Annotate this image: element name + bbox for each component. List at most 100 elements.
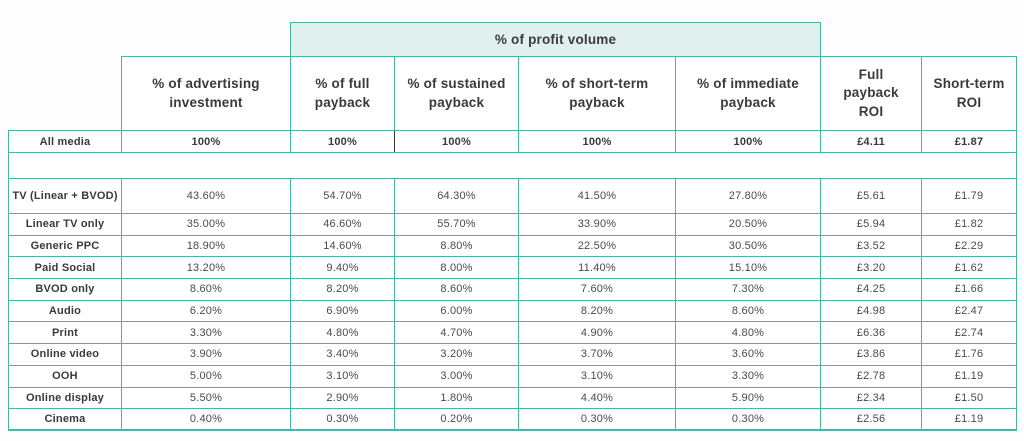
column-header-advertising-investment: % of advertising investment	[121, 56, 291, 131]
cell-short-term-payback: 0.30%	[518, 408, 676, 432]
cell-full-payback-roi: £4.25	[820, 278, 923, 301]
cell-full-payback-roi: £3.52	[820, 234, 923, 258]
cell-sustained-payback: 8.80%	[394, 234, 519, 258]
summary-value-full-payback: 100%	[290, 130, 395, 153]
cell-short-term-roi: £1.76	[921, 343, 1018, 366]
cell-sustained-payback: 55.70%	[394, 213, 519, 236]
column-header-short-term-payback: % of short-term payback	[518, 56, 676, 131]
row-label: Generic PPC	[8, 234, 122, 258]
cell-advertising-investment: 13.20%	[121, 256, 291, 280]
row-label-column-header	[9, 57, 122, 131]
cell-full-payback: 4.80%	[290, 321, 395, 345]
summary-value-immediate-payback: 100%	[674, 130, 822, 153]
media-payback-table: % of profit volume % of advertising inve…	[7, 22, 1018, 432]
cell-sustained-payback: 3.20%	[394, 343, 519, 366]
cell-sustained-payback: 8.60%	[394, 278, 519, 301]
table-row: Linear TV only 35.00% 46.60% 55.70% 33.9…	[8, 213, 1018, 236]
cell-short-term-roi: £2.47	[921, 299, 1018, 323]
cell-short-term-payback: 7.60%	[518, 278, 676, 301]
column-header-immediate-payback: % of immediate payback	[674, 56, 822, 131]
cell-short-term-payback: 22.50%	[518, 234, 676, 258]
cell-full-payback: 3.10%	[290, 364, 395, 388]
cell-immediate-payback: 0.30%	[674, 408, 822, 432]
cell-short-term-roi: £2.74	[921, 321, 1018, 345]
cell-sustained-payback: 1.80%	[394, 386, 519, 410]
cell-advertising-investment: 18.90%	[121, 234, 291, 258]
cell-short-term-payback: 4.40%	[518, 386, 676, 410]
cell-short-term-roi: £1.19	[921, 408, 1018, 432]
cell-sustained-payback: 3.00%	[394, 364, 519, 388]
row-label: Print	[8, 321, 122, 345]
cell-sustained-payback: 4.70%	[394, 321, 519, 345]
cell-immediate-payback: 4.80%	[674, 321, 822, 345]
cell-sustained-payback: 0.20%	[394, 408, 519, 432]
cell-advertising-investment: 5.50%	[121, 386, 291, 410]
spacer-row	[7, 152, 1018, 179]
cell-full-payback: 6.90%	[290, 299, 395, 323]
cell-full-payback: 54.70%	[290, 178, 395, 214]
cell-sustained-payback: 64.30%	[394, 178, 519, 214]
column-header-short-term-roi: Short-term ROI	[921, 56, 1018, 131]
cell-full-payback: 8.20%	[290, 278, 395, 301]
cell-full-payback-roi: £2.56	[820, 408, 923, 432]
cell-immediate-payback: 3.60%	[674, 343, 822, 366]
group-header-right-gap	[821, 23, 1017, 57]
cell-short-term-roi: £2.29	[921, 234, 1018, 258]
summary-row-all-media: All media 100% 100% 100% 100% 100% £4.11…	[8, 130, 1018, 153]
summary-value-sustained-payback: 100%	[394, 130, 519, 153]
group-header-left-gap	[9, 23, 291, 57]
cell-full-payback: 46.60%	[290, 213, 395, 236]
cell-advertising-investment: 8.60%	[121, 278, 291, 301]
cell-full-payback-roi: £3.86	[820, 343, 923, 366]
spacer-cell	[7, 152, 1018, 179]
cell-immediate-payback: 27.80%	[674, 178, 822, 214]
cell-full-payback-roi: £2.34	[820, 386, 923, 410]
cell-short-term-payback: 3.10%	[518, 364, 676, 388]
summary-value-short-term-payback: 100%	[518, 130, 676, 153]
cell-short-term-payback: 33.90%	[518, 213, 676, 236]
cell-advertising-investment: 6.20%	[121, 299, 291, 323]
row-label: Online video	[8, 343, 122, 366]
table-row: OOH 5.00% 3.10% 3.00% 3.10% 3.30% £2.78 …	[8, 364, 1018, 388]
cell-full-payback-roi: £6.36	[820, 321, 923, 345]
cell-advertising-investment: 43.60%	[121, 178, 291, 214]
cell-immediate-payback: 15.10%	[674, 256, 822, 280]
cell-full-payback: 14.60%	[290, 234, 395, 258]
table-row: Online display 5.50% 2.90% 1.80% 4.40% 5…	[8, 386, 1018, 410]
table-row: Generic PPC 18.90% 14.60% 8.80% 22.50% 3…	[8, 234, 1018, 258]
row-label: Linear TV only	[8, 213, 122, 236]
cell-short-term-payback: 11.40%	[518, 256, 676, 280]
table-row: Cinema 0.40% 0.30% 0.20% 0.30% 0.30% £2.…	[8, 408, 1018, 432]
table-row: Print 3.30% 4.80% 4.70% 4.90% 4.80% £6.3…	[8, 321, 1018, 345]
cell-immediate-payback: 20.50%	[674, 213, 822, 236]
row-label: Audio	[8, 299, 122, 323]
cell-advertising-investment: 35.00%	[121, 213, 291, 236]
cell-full-payback-roi: £5.61	[820, 178, 923, 214]
column-header-full-payback-roi: Full payback ROI	[820, 56, 923, 131]
cell-full-payback: 9.40%	[290, 256, 395, 280]
cell-full-payback-roi: £4.98	[820, 299, 923, 323]
column-header-row: % of advertising investment % of full pa…	[9, 56, 1018, 131]
summary-value-full-payback-roi: £4.11	[820, 130, 923, 153]
cell-immediate-payback: 30.50%	[674, 234, 822, 258]
cell-advertising-investment: 0.40%	[121, 408, 291, 432]
table-row: Audio 6.20% 6.90% 6.00% 8.20% 8.60% £4.9…	[8, 299, 1018, 323]
row-label: All media	[8, 130, 122, 153]
row-label: TV (Linear + BVOD)	[8, 178, 122, 214]
row-label: Cinema	[8, 408, 122, 432]
summary-value-advertising-investment: 100%	[121, 130, 291, 153]
cell-short-term-roi: £1.79	[921, 178, 1018, 214]
cell-advertising-investment: 3.90%	[121, 343, 291, 366]
cell-full-payback: 3.40%	[290, 343, 395, 366]
cell-short-term-roi: £1.19	[921, 364, 1018, 388]
cell-short-term-payback: 3.70%	[518, 343, 676, 366]
cell-full-payback-roi: £5.94	[820, 213, 923, 236]
cell-immediate-payback: 7.30%	[674, 278, 822, 301]
cell-immediate-payback: 5.90%	[674, 386, 822, 410]
row-label: OOH	[8, 364, 122, 388]
cell-short-term-payback: 4.90%	[518, 321, 676, 345]
cell-advertising-investment: 3.30%	[121, 321, 291, 345]
cell-immediate-payback: 8.60%	[674, 299, 822, 323]
cell-short-term-roi: £1.66	[921, 278, 1018, 301]
